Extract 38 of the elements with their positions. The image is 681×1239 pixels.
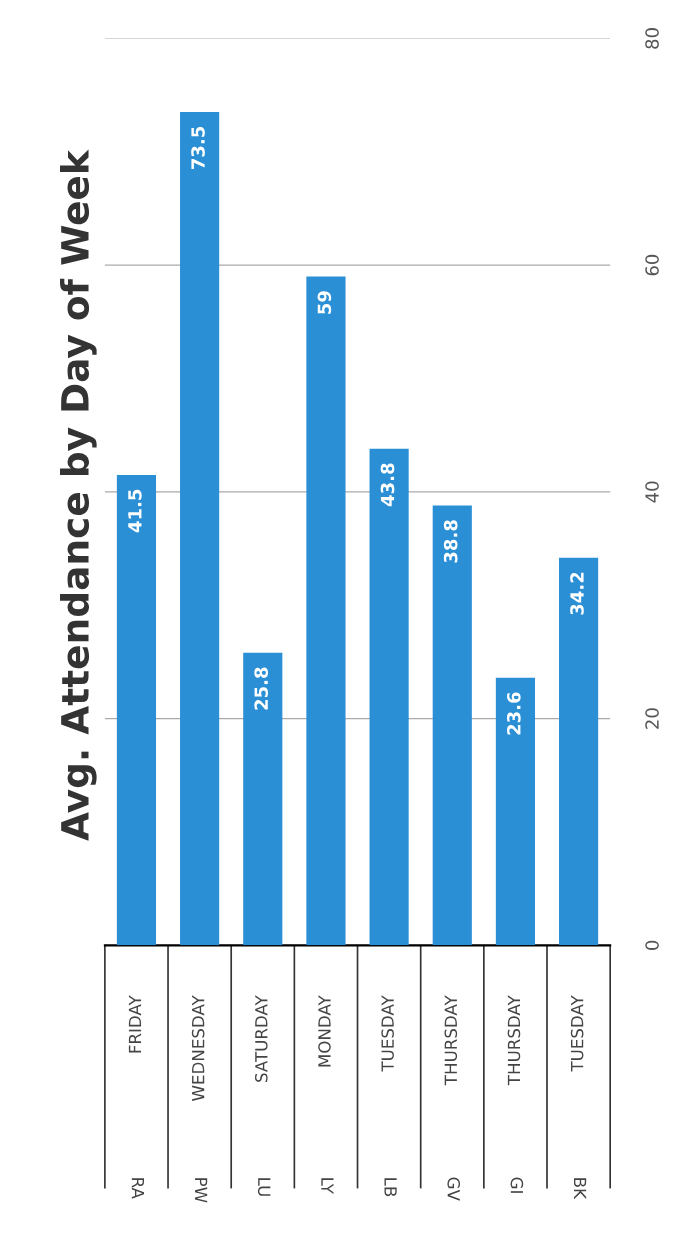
x-tick-label: WEDNESDAY	[191, 995, 205, 1101]
data-label: 23.6	[507, 692, 521, 735]
bar	[559, 557, 599, 946]
text: GI	[510, 1177, 524, 1193]
x-tick-label: THURSDAY	[507, 995, 521, 1086]
bar	[306, 276, 346, 946]
x-tick-label: TUESDAY	[381, 995, 394, 1072]
text: BK	[574, 1178, 587, 1200]
data-label: 41.5	[128, 489, 142, 533]
bar	[495, 677, 536, 946]
text: Avg. Attendance by Day of Week	[60, 149, 97, 841]
y-tick-label: 0	[645, 940, 659, 950]
bar	[180, 112, 220, 946]
y-tick-label: 40	[645, 481, 659, 503]
text: PW	[195, 1178, 208, 1203]
x-tick-label: THURSDAY	[444, 995, 458, 1086]
y-tick-label: 80	[645, 28, 659, 49]
text: LY	[321, 1178, 334, 1194]
x-tick-label: TUESDAY	[570, 995, 584, 1072]
data-label: 38.8	[443, 520, 458, 563]
x-tick-label: MONDAY	[318, 995, 331, 1067]
data-label: 59	[317, 291, 332, 314]
bar	[116, 474, 157, 946]
y-tick-label: 60	[645, 254, 659, 276]
y-tick-label: 20	[645, 708, 659, 729]
x-tick-label: FRIDAY	[128, 995, 142, 1053]
text: GV	[447, 1177, 461, 1201]
data-label: 34.2	[570, 572, 584, 615]
bar	[243, 652, 283, 946]
text: LU	[257, 1178, 271, 1196]
data-label: 73.5	[191, 126, 205, 170]
text: RA	[131, 1178, 145, 1199]
text: LB	[384, 1178, 397, 1197]
bar	[369, 448, 409, 946]
data-label: 25.8	[254, 667, 269, 710]
x-tick-label: SATURDAY	[255, 995, 268, 1082]
bar	[432, 505, 472, 946]
data-label: 43.8	[380, 463, 395, 507]
